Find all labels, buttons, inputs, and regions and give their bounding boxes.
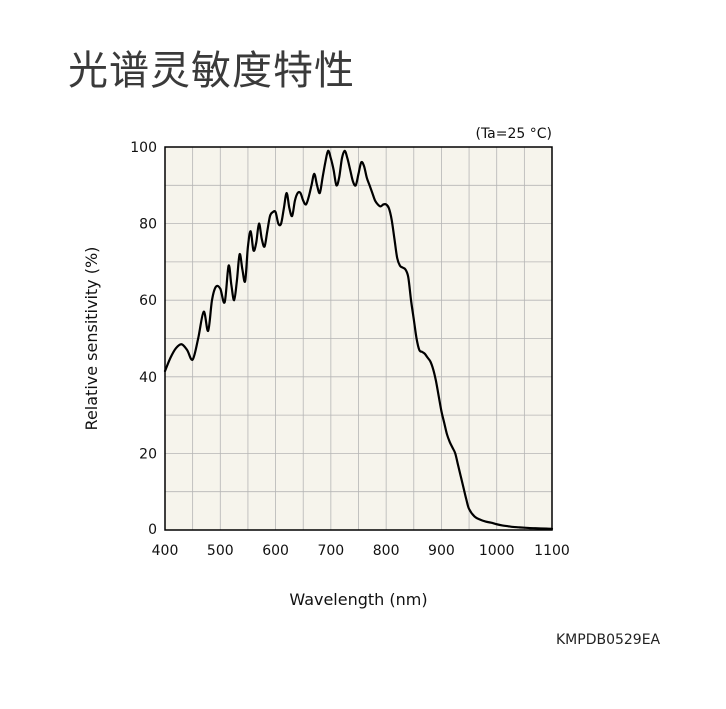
x-tick-label: 500 bbox=[207, 543, 234, 559]
document-code: KMPDB0529EA bbox=[556, 632, 661, 648]
y-axis-ticks: 0 20 40 60 80 100 bbox=[130, 140, 157, 538]
y-tick-label: 0 bbox=[148, 522, 157, 538]
y-tick-label: 100 bbox=[130, 140, 157, 156]
y-tick-label: 20 bbox=[139, 446, 157, 462]
series-line bbox=[163, 149, 554, 530]
x-tick-label: 400 bbox=[152, 543, 179, 559]
y-tick-label: 80 bbox=[139, 217, 157, 233]
x-tick-label: 600 bbox=[262, 543, 289, 559]
plot-frame bbox=[164, 146, 553, 531]
x-tick-label: 700 bbox=[317, 543, 344, 559]
x-tick-label: 900 bbox=[428, 543, 455, 559]
x-tick-label: 1000 bbox=[479, 543, 515, 559]
page-title: 光谱灵敏度特性 bbox=[68, 48, 355, 94]
x-axis-ticks: 400 500 600 700 800 900 1000 1100 bbox=[152, 543, 570, 559]
y-axis-title: Relative sensitivity (%) bbox=[82, 247, 101, 431]
y-tick-label: 60 bbox=[139, 293, 157, 309]
y-tick-label: 40 bbox=[139, 370, 157, 386]
series-group bbox=[163, 149, 554, 530]
x-tick-label: 800 bbox=[373, 543, 400, 559]
x-tick-label: 1100 bbox=[534, 543, 570, 559]
x-axis-title: Wavelength (nm) bbox=[289, 590, 427, 609]
condition-label: (Ta=25 °C) bbox=[475, 126, 552, 142]
grid-lines bbox=[165, 147, 552, 530]
